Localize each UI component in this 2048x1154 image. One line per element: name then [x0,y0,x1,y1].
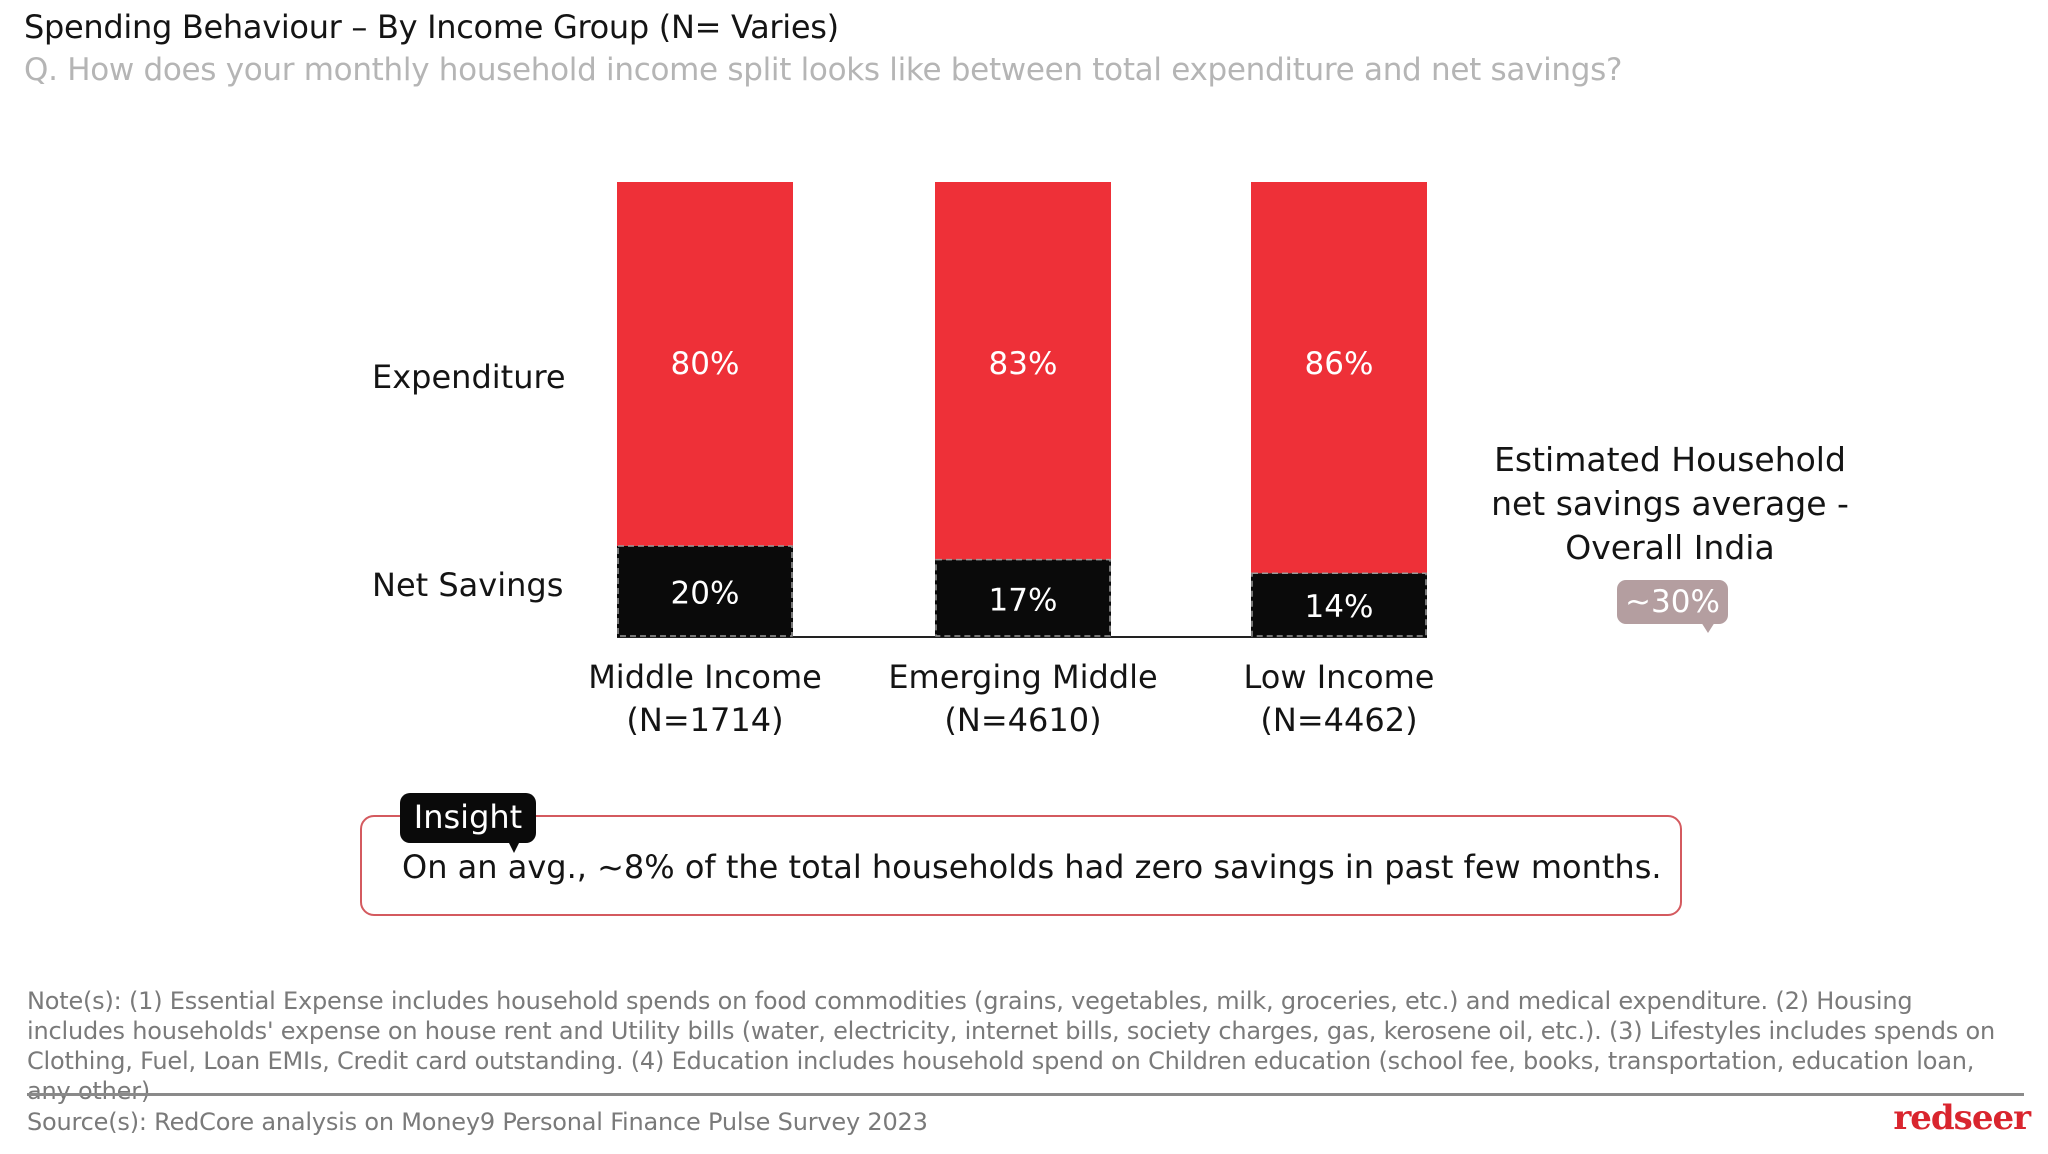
footer-divider [27,1093,2024,1096]
bar-net-savings-outline [1251,572,1427,637]
category-label-middle-income: Middle Income (N=1714) [555,656,855,742]
insight-box [360,815,1682,916]
source-note: Source(s): RedCore analysis on Money9 Pe… [27,1108,928,1136]
bar-net-savings [1251,573,1427,637]
bar-net-savings-outline [935,558,1111,637]
page-title: Spending Behaviour – By Income Group (N=… [24,8,839,46]
overall-savings-value-badge: ~30% [1617,580,1728,624]
side-note-line: Estimated Household [1494,440,1846,479]
bar-net-savings [935,559,1111,637]
insight-text: On an avg., ~8% of the total households … [402,848,1662,886]
category-sample-size: (N=4610) [944,701,1102,739]
redseer-logo: redseer [1893,1098,2031,1138]
data-label-net-savings: 14% [1305,589,1374,625]
category-label-low-income: Low Income (N=4462) [1189,656,1489,742]
category-sample-size: (N=1714) [626,701,784,739]
speech-bubble-tail-icon [1701,622,1715,633]
category-name: Middle Income [588,658,822,696]
data-label-expenditure: 86% [1305,346,1374,382]
speech-bubble-tail-icon [508,841,520,853]
bar-net-savings-outline [617,545,793,637]
overall-india-savings-note: Estimated Household net savings average … [1430,438,1910,570]
row-label-net-savings: Net Savings [372,566,564,604]
bar-expenditure [617,182,793,546]
category-label-emerging-middle: Emerging Middle (N=4610) [873,656,1173,742]
data-label-net-savings: 20% [671,576,740,612]
bar-net-savings [617,546,793,637]
data-label-net-savings: 17% [989,582,1058,618]
category-name: Low Income [1243,658,1435,696]
row-label-expenditure: Expenditure [372,358,566,396]
category-sample-size: (N=4462) [1260,701,1418,739]
page-subtitle: Q. How does your monthly household incom… [24,52,1623,88]
side-note-line: Overall India [1565,528,1775,567]
data-label-expenditure: 80% [671,346,740,382]
insight-tag: Insight [400,793,536,843]
side-note-line: net savings average - [1491,484,1849,523]
footnotes: Note(s): (1) Essential Expense includes … [27,987,1996,1105]
bar-expenditure [935,182,1111,560]
category-name: Emerging Middle [888,658,1158,696]
data-label-expenditure: 83% [989,346,1058,382]
bar-expenditure [1251,182,1427,574]
